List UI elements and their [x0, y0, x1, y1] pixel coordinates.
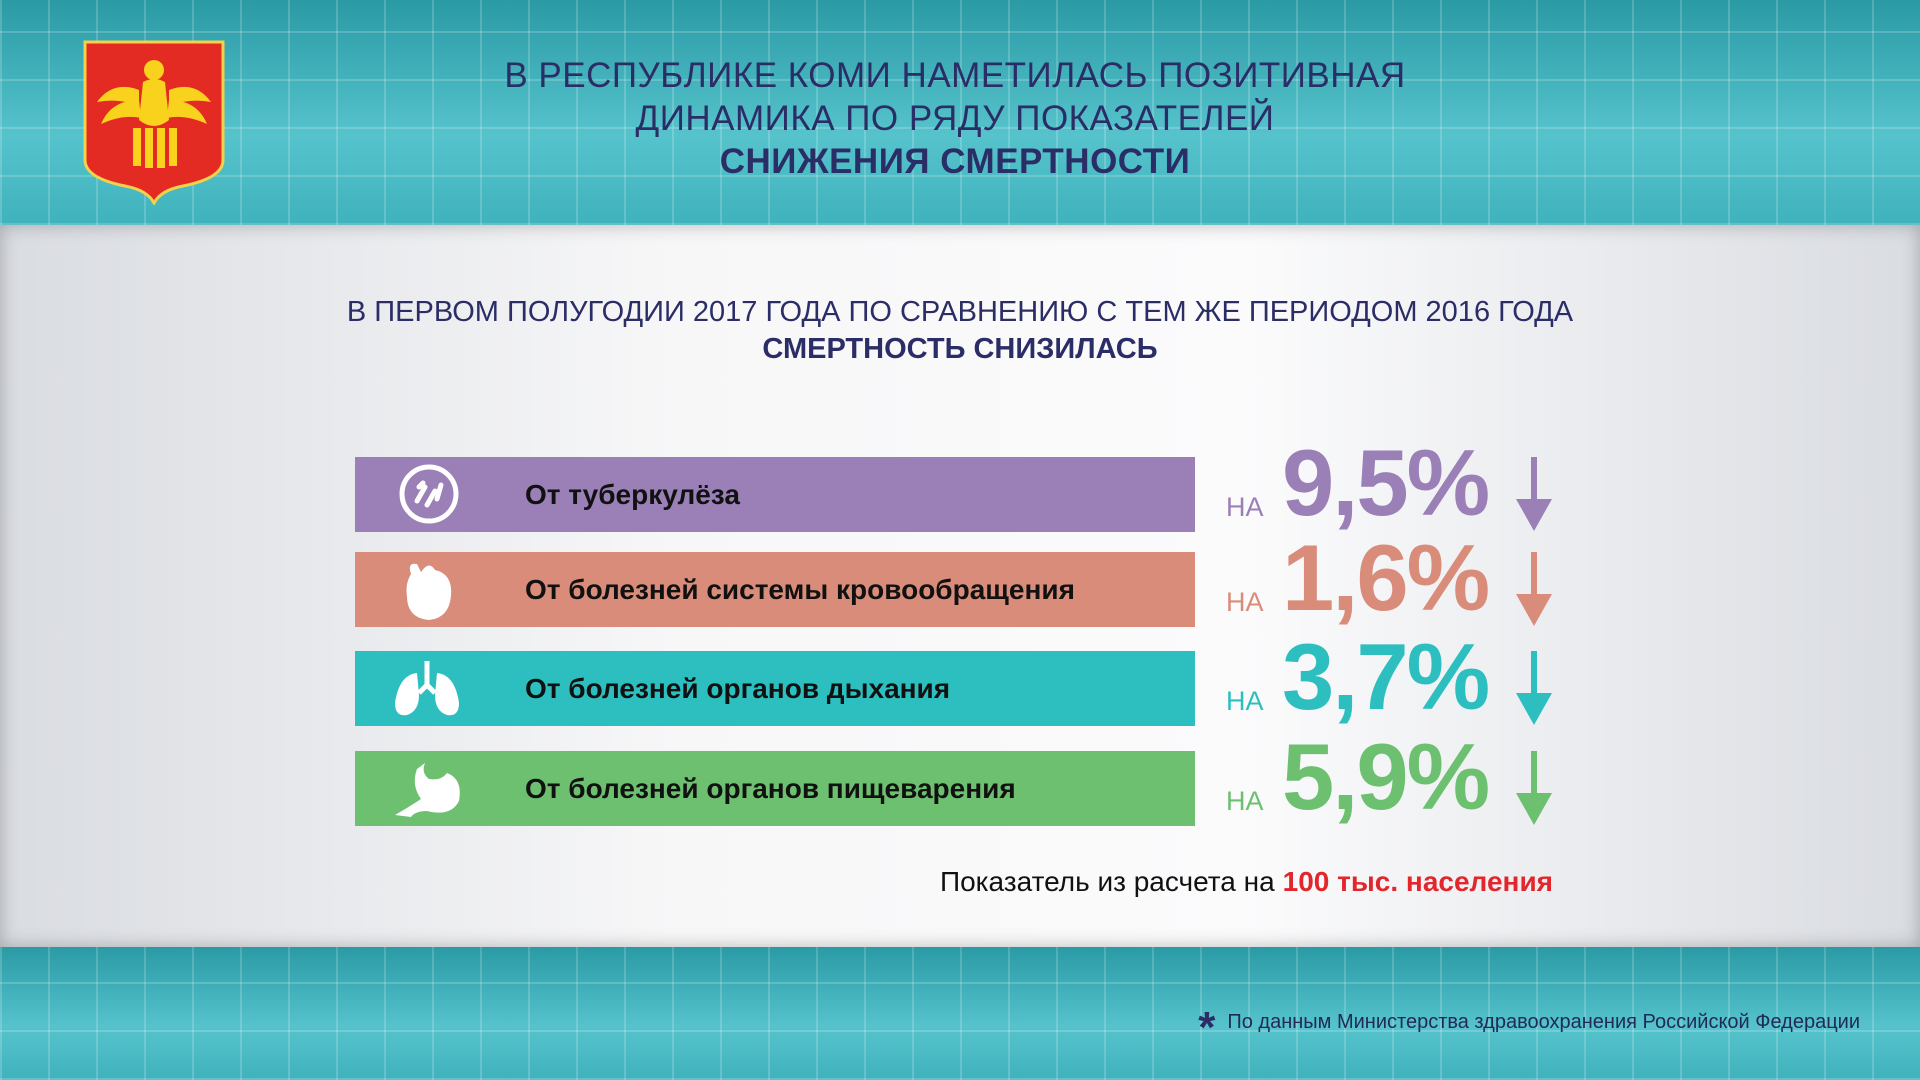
header-band [0, 0, 1920, 225]
row-label: От болезней системы кровообращения [525, 574, 1075, 605]
row-prefix: НА [1226, 587, 1264, 617]
note-emphasis: 100 тыс. населения [1282, 866, 1553, 897]
title-emphasis: СНИЖЕНИЯ СМЕРТНОСТИ [719, 142, 1191, 181]
row-bar: От болезней органов пищеварения [355, 751, 1195, 826]
row-label: От болезней органов пищеварения [525, 773, 1016, 804]
row-label: От болезней органов дыхания [525, 673, 951, 704]
down-arrow [1516, 651, 1552, 725]
row-bar: От болезней органов дыхания [355, 651, 1195, 726]
row-label: От туберкулёза [525, 479, 740, 510]
source: * По данным Министерства здравоохранения … [1198, 1003, 1860, 1053]
row-bar: От туберкулёза [355, 457, 1195, 532]
down-arrow [1516, 552, 1552, 626]
row-icon [399, 464, 459, 524]
row-icon [395, 763, 460, 817]
subtitle: В ПЕРВОМ ПОЛУГОДИИ 2017 ГОДА ПО СРАВНЕНИ… [346, 296, 1574, 328]
down-arrow [1516, 457, 1552, 531]
row-bar: От болезней системы кровообращения [355, 552, 1195, 627]
down-arrow [1516, 751, 1552, 825]
row-prefix: НА [1226, 786, 1264, 816]
subtitle-emphasis: СМЕРТНОСТЬ СНИЗИЛАСЬ [762, 333, 1158, 365]
source-text: По данным Министерства здравоохранения Р… [1227, 1011, 1860, 1033]
source-marker: * [1198, 1003, 1216, 1052]
note: Показатель из расчета на 100 тыс. населен… [940, 866, 1553, 898]
title-line: ДИНАМИКА ПО РЯДУ ПОКАЗАТЕЛЕЙ [635, 99, 1275, 138]
row-icon [406, 563, 452, 620]
row-value: 1,6% [1282, 525, 1490, 630]
note-text: Показатель из расчета на [939, 866, 1275, 897]
footer-band [0, 947, 1920, 1080]
row-value: 5,9% [1282, 724, 1490, 829]
row-value: 9,5% [1282, 430, 1490, 535]
title-line: В РЕСПУБЛИКЕ КОМИ НАМЕТИЛАСЬ ПОЗИТИВНАЯ [504, 56, 1406, 95]
coat-of-arms [83, 40, 225, 205]
row-icon [395, 661, 459, 716]
row-prefix: НА [1226, 492, 1264, 522]
row-value: 3,7% [1282, 624, 1490, 729]
row-prefix: НА [1226, 686, 1264, 716]
